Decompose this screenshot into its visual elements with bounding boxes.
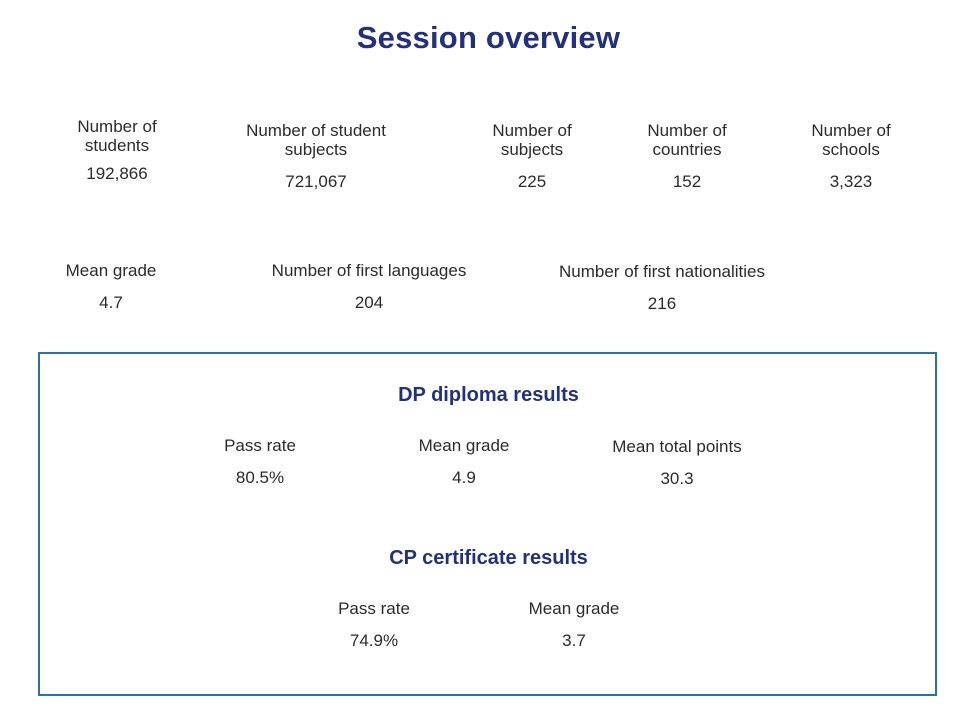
stat-number-of-schools: Number of schools 3,323 — [811, 121, 890, 191]
stat-label: Mean grade — [528, 599, 620, 618]
stat-number-of-countries: Number of countries 152 — [647, 121, 726, 191]
stat-value: 74.9% — [349, 631, 399, 650]
stat-value: 4.7 — [99, 293, 123, 312]
stat-label: Number of first nationalities — [559, 262, 765, 281]
stat-value: 30.3 — [660, 469, 694, 488]
dp-stat-mean-total-points: Mean total points 30.3 — [612, 437, 741, 488]
stat-label: Pass rate — [224, 436, 296, 455]
stat-value: 3,323 — [829, 172, 873, 191]
stat-value: 216 — [647, 294, 677, 313]
stat-label: Number of subjects — [492, 121, 572, 159]
stat-label: Mean grade — [418, 436, 510, 455]
stat-value: 721,067 — [285, 172, 347, 191]
stat-mean-grade: Mean grade 4.7 — [66, 261, 157, 312]
page-title: Session overview — [356, 20, 621, 55]
cp-stat-mean-grade: Mean grade 3.7 — [529, 599, 620, 650]
stat-value: 204 — [354, 293, 384, 312]
stat-label: Number of student subjects — [246, 121, 386, 159]
stat-label: Number of countries — [647, 121, 727, 159]
dp-stat-mean-grade: Mean grade 4.9 — [419, 436, 510, 487]
stat-number-of-students: Number of students 192,866 — [77, 117, 156, 183]
stat-number-of-first-nationalities: Number of first nationalities 216 — [559, 262, 765, 313]
stat-value: 3.7 — [562, 631, 586, 650]
stat-number-of-subjects: Number of subjects 225 — [492, 121, 571, 191]
stat-number-of-first-languages: Number of first languages 204 — [272, 261, 467, 312]
cp-stat-pass-rate: Pass rate 74.9% — [338, 599, 410, 650]
results-panel — [38, 352, 937, 696]
stat-label: Number of first languages — [271, 261, 467, 280]
stat-value: 192,866 — [86, 164, 148, 183]
cp-results-heading: CP certificate results — [389, 547, 588, 569]
stat-label: Number of schools — [811, 121, 891, 159]
stat-number-of-student-subjects: Number of student subjects 721,067 — [246, 121, 386, 191]
stat-value: 152 — [672, 172, 702, 191]
stat-label: Pass rate — [338, 599, 410, 618]
stat-value: 80.5% — [235, 468, 285, 487]
stat-value: 4.9 — [452, 468, 476, 487]
stat-label: Number of students — [77, 117, 157, 155]
stat-label: Mean total points — [612, 437, 742, 456]
dp-stat-pass-rate: Pass rate 80.5% — [224, 436, 296, 487]
dp-results-heading: DP diploma results — [398, 384, 579, 406]
stat-label: Mean grade — [65, 261, 157, 280]
stat-value: 225 — [517, 172, 547, 191]
